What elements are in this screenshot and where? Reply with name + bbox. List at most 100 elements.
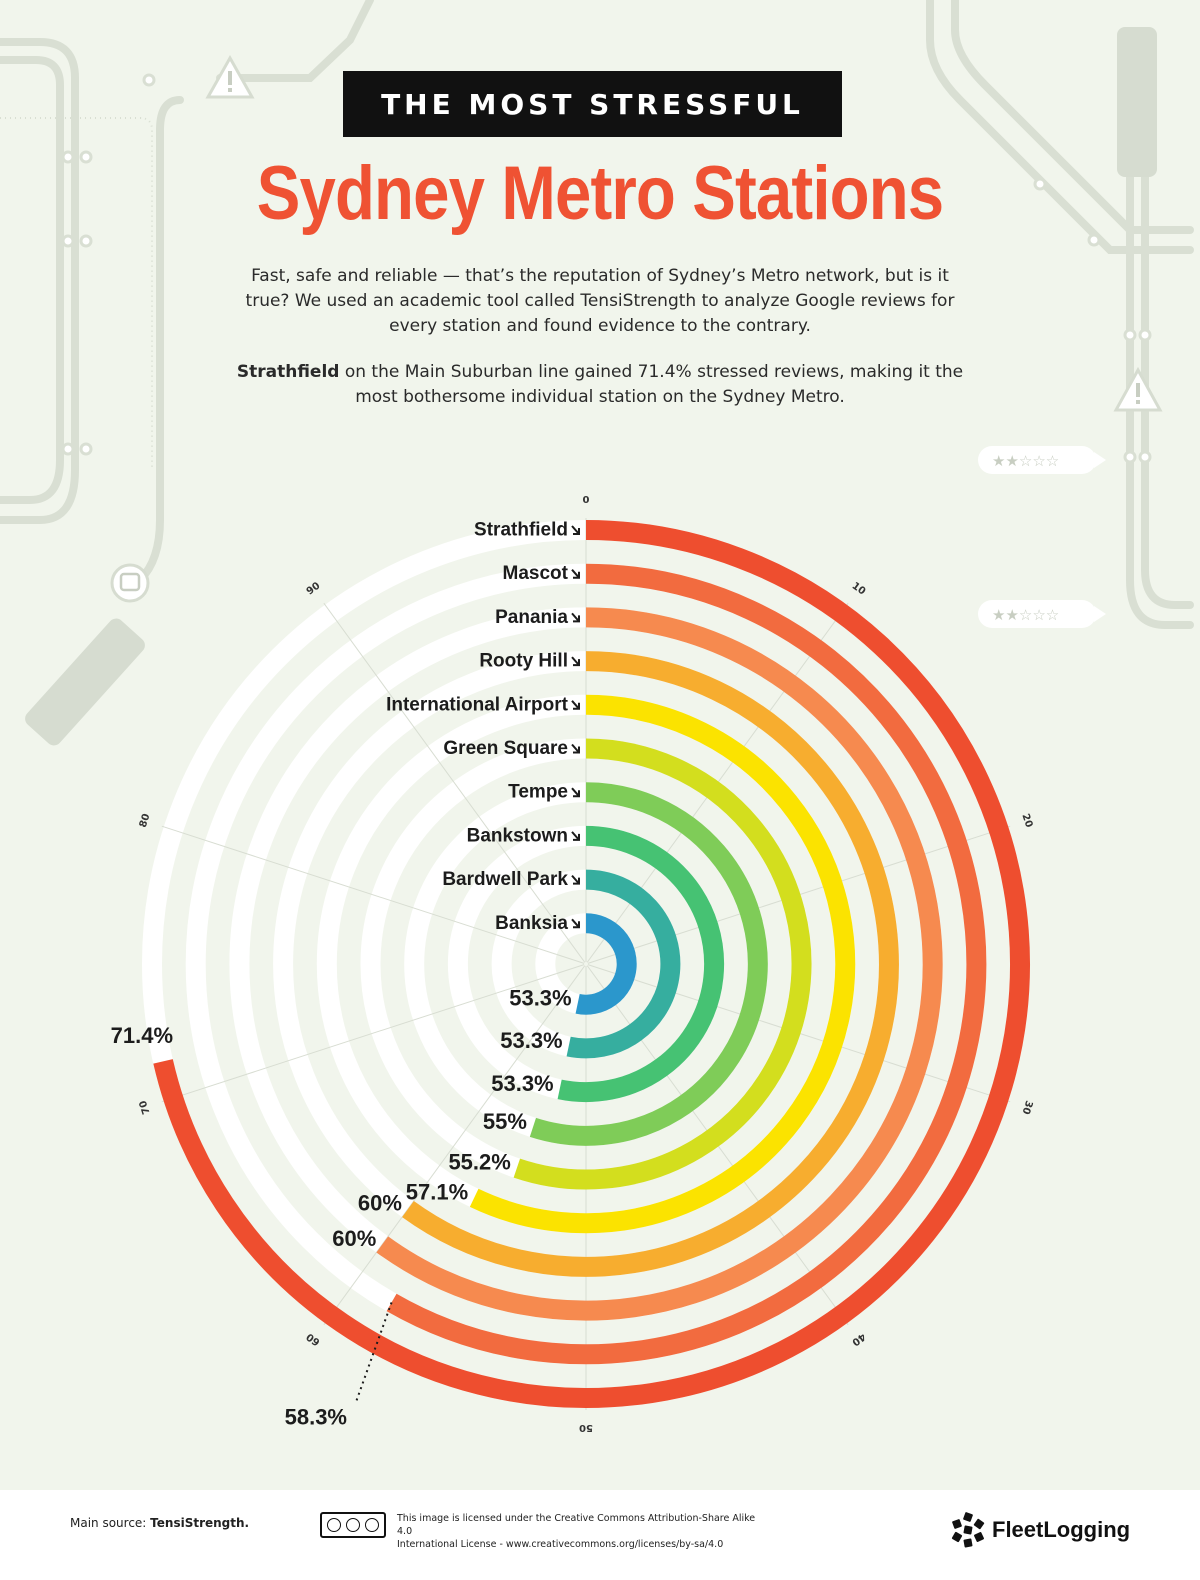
arrow-icon — [571, 569, 580, 579]
station-label: Panania — [495, 607, 568, 628]
sa-icon — [365, 1518, 380, 1532]
value-label: 58.3% — [285, 1405, 347, 1430]
svg-text:★★☆☆☆: ★★☆☆☆ — [992, 606, 1059, 624]
gridline — [161, 825, 557, 955]
source-label: Main source: — [70, 1516, 151, 1530]
value-label: 53.3% — [509, 985, 571, 1010]
data-arc — [529, 782, 768, 1146]
gridline — [323, 988, 569, 1326]
page-title: Sydney Metro Stations — [256, 151, 944, 236]
center-gridline — [587, 964, 616, 974]
radial-bar-chart: 0 10 20 30 40 50 60 70 80 90 Strathfield Mascot Pan… — [111, 495, 1035, 1433]
value-label: 55.2% — [448, 1150, 510, 1175]
data-arcs — [153, 520, 1030, 1408]
data-arc — [153, 520, 1030, 1408]
station-label: Bankstown — [467, 825, 568, 846]
data-arc — [557, 825, 725, 1103]
gridline — [615, 825, 1011, 955]
station-label: Banksia — [495, 913, 568, 934]
star-rating-bubble: ★★☆☆☆ — [978, 600, 1106, 628]
station-label: Rooty Hill — [479, 651, 568, 672]
axis-tick-label: 40 — [850, 1330, 868, 1347]
value-label: 60% — [358, 1191, 402, 1216]
arrow-icon — [571, 874, 580, 885]
gridline — [161, 973, 557, 1103]
star-rating-bubble: ★★☆☆☆ — [978, 446, 1106, 474]
center-gridline — [586, 965, 605, 990]
license-text: This image is licensed under the Creativ… — [397, 1512, 757, 1551]
data-arc — [376, 607, 943, 1321]
by-icon — [345, 1518, 360, 1532]
data-arc — [386, 563, 987, 1365]
station-label: Mascot — [503, 563, 569, 584]
center-gridline — [587, 954, 616, 964]
axis-tick-label: 70 — [138, 1099, 153, 1116]
axis-tick-label: 20 — [1019, 812, 1034, 829]
value-label: 71.4% — [111, 1023, 173, 1048]
data-arc — [566, 869, 681, 1059]
arrow-icon — [571, 743, 580, 754]
cc-license-badge — [320, 1512, 386, 1538]
station-label: Bardwell Park — [442, 869, 568, 890]
key-finding-text: Strathfield on the Main Suburban line ga… — [230, 360, 970, 410]
axis-tick-labels: 0 10 20 30 40 50 60 70 80 90 — [138, 495, 1034, 1433]
axis-tick-label: 30 — [1019, 1099, 1034, 1116]
data-arc — [513, 738, 812, 1190]
station-label: Green Square — [443, 738, 568, 759]
intro-text: Fast, safe and reliable — that’s the rep… — [245, 266, 955, 336]
brand-name: FleetLogging — [992, 1517, 1131, 1542]
transit-map-background: ★★☆☆☆ ★★☆☆☆ — [0, 0, 1194, 746]
arrow-icon — [571, 656, 580, 667]
gridline — [603, 988, 849, 1326]
angular-gridlines — [161, 518, 1011, 1410]
arrow-icon — [571, 700, 580, 710]
station-label: Tempe — [508, 782, 568, 803]
arrow-icon — [571, 612, 580, 623]
value-label: 57.1% — [406, 1179, 468, 1204]
center-gridline — [567, 965, 586, 990]
finding-station: Strathfield — [236, 362, 340, 382]
arrow-icon — [571, 787, 580, 798]
data-arc — [402, 651, 899, 1277]
warning-icon — [205, 54, 255, 99]
fleetlogging-logo-icon — [951, 1512, 985, 1548]
station-labels: Strathfield Mascot Panania Rooty Hill Intern… — [386, 520, 580, 934]
title-banner: THE MOST STRESSFUL — [343, 71, 842, 137]
station-label: International Airport — [386, 694, 569, 715]
value-label: 55% — [483, 1109, 527, 1134]
center-gridline — [556, 954, 585, 964]
transit-icon — [110, 563, 150, 603]
center-gridline — [586, 938, 605, 963]
value-label: 53.3% — [500, 1028, 562, 1053]
value-label: 60% — [332, 1226, 376, 1251]
axis-tick-label: 50 — [579, 1422, 593, 1433]
axis-tick-label: 60 — [305, 1330, 323, 1347]
cc-icon — [326, 1518, 341, 1532]
data-arc — [575, 913, 637, 1015]
station-label: Strathfield — [474, 520, 568, 541]
source-value: TensiStrength. — [150, 1516, 250, 1530]
gridline — [615, 973, 1011, 1103]
brand-logo: FleetLogging — [950, 1510, 1130, 1550]
svg-text:★★☆☆☆: ★★☆☆☆ — [992, 452, 1059, 470]
value-labels: 71.4%58.3%60%60% 57.1%55.2%55%53.3%53.3%5… — [111, 985, 572, 1429]
axis-tick-label: 0 — [583, 495, 590, 506]
axis-tick-label: 90 — [305, 580, 323, 597]
gridline — [323, 602, 569, 940]
license-line-2: International License - www.creativecomm… — [397, 1539, 724, 1550]
finding-description: on the Main Suburban line gained 71.4% s… — [339, 362, 964, 407]
arrow-icon — [571, 525, 580, 535]
center-gridline — [567, 938, 586, 963]
gridline — [603, 602, 849, 940]
arrow-icon — [571, 831, 580, 841]
axis-tick-label: 80 — [138, 812, 153, 829]
value-label: 53.3% — [491, 1071, 553, 1096]
license-line-1: This image is licensed under the Creativ… — [397, 1513, 756, 1537]
axis-tick-label: 10 — [850, 580, 868, 597]
arrow-icon — [571, 918, 580, 929]
center-gridline — [556, 964, 585, 974]
source-note: Main source: TensiStrength. — [70, 1516, 249, 1530]
data-arc — [469, 694, 856, 1234]
footer — [0, 1490, 1200, 1580]
warning-icon — [1113, 366, 1163, 412]
